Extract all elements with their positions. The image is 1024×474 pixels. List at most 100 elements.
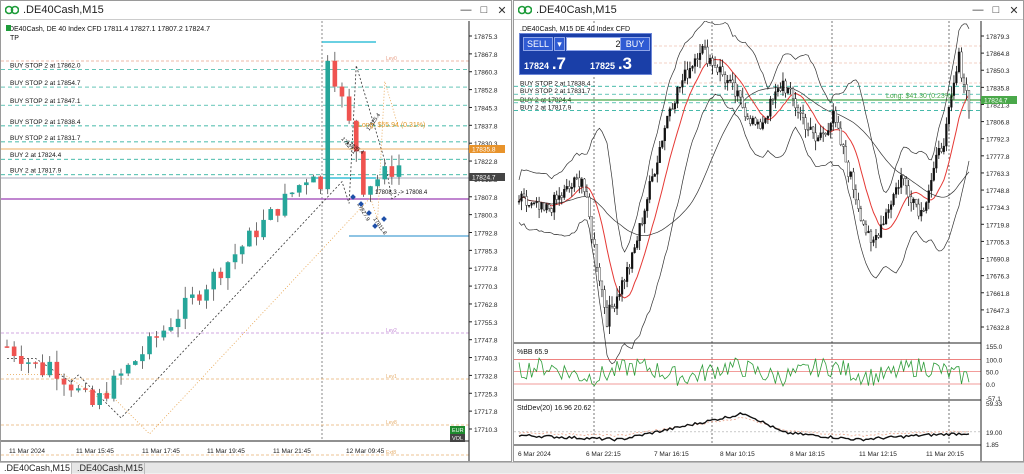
order-label: BUY STOP 2 at 17838.4	[10, 119, 81, 126]
bear-candle	[771, 98, 775, 101]
bull-candle	[952, 82, 956, 96]
bear-candle	[703, 45, 707, 48]
bull-candle	[849, 171, 852, 177]
bull-candle	[636, 240, 639, 248]
bear-candle	[862, 220, 865, 225]
bull-candle	[912, 198, 915, 204]
bear-candle	[605, 307, 609, 327]
bear-candle	[623, 280, 626, 282]
vol-badge[interactable]	[450, 434, 465, 442]
tab-chart-1[interactable]: .DE40Cash,M15	[0, 463, 72, 474]
bull-candle	[751, 117, 754, 125]
bull-candle	[396, 165, 402, 177]
bear-candle	[600, 280, 604, 290]
bull-candle	[897, 187, 900, 189]
left-chart-area[interactable]: BUY STOP 2 at 17862.0 BUY STOP 2 at 17854…	[1, 21, 511, 461]
left-titlebar[interactable]: .DE40Cash,M15 — □ ✕	[1, 1, 511, 20]
left-long-label: Long: $55.94 (0.31%)	[358, 122, 425, 129]
price-tick-label: 17806.8	[986, 120, 1010, 127]
bear-candle	[538, 201, 541, 210]
time-tick-label: 11 Mar 21:45	[273, 448, 311, 455]
price-tick-label: 17850.3	[986, 68, 1010, 75]
price-tick-label: 17734.3	[986, 205, 1010, 212]
bear-candle	[578, 177, 581, 187]
price-tick-label: 17879.3	[986, 34, 1010, 41]
bear-candle	[734, 82, 737, 97]
sell-button[interactable]: SELL	[523, 37, 553, 51]
bull-candle	[945, 123, 948, 147]
bear-candle	[859, 208, 862, 221]
price-tick-label: 17770.3	[474, 284, 498, 291]
bear-candle	[346, 96, 352, 121]
bull-candle	[761, 122, 764, 129]
time-tick-label: 8 Mar 18:15	[790, 451, 825, 458]
right-chart-area[interactable]: BUY STOP 2 at 17838.4 BUY STOP 2 at 17831…	[514, 20, 1023, 461]
bear-candle	[799, 112, 802, 114]
bear-candle	[361, 151, 366, 195]
bear-candle	[389, 166, 395, 177]
close-icon[interactable]: ✕	[1009, 4, 1019, 17]
bull-candle	[887, 209, 890, 213]
bull-candle	[736, 90, 739, 97]
price-tick-label: 17792.8	[474, 231, 498, 238]
level-label: Lev0	[386, 56, 397, 62]
right-titlebar[interactable]: .DE40Cash,M15 — □ ✕	[514, 1, 1023, 20]
minimize-icon[interactable]: —	[460, 4, 472, 16]
eur-badge[interactable]	[450, 426, 465, 434]
bull-candle	[239, 246, 245, 255]
price-tick-label: 17785.3	[474, 248, 498, 255]
bear-candle	[548, 204, 551, 209]
close-icon[interactable]: ✕	[497, 4, 507, 17]
bear-candle	[583, 178, 586, 192]
chart-window-icon	[5, 5, 19, 15]
bear-candle	[804, 117, 807, 130]
maximize-icon[interactable]: □	[992, 4, 1000, 16]
bear-candle	[197, 294, 202, 301]
one-click-trading-panel[interactable]: SELL ▾ 2.00 BUY 17824 .7 17825 .3	[519, 33, 652, 75]
bull-candle	[620, 280, 624, 295]
left-window-title: .DE40Cash,M15	[23, 4, 104, 16]
volume-down-button[interactable]: ▾	[554, 37, 565, 51]
bull-candle	[756, 121, 759, 125]
left-chart-window[interactable]: .DE40Cash,M15 — □ ✕ BUY STOP 2 at 17862.…	[0, 0, 512, 462]
bear-candle	[834, 110, 837, 123]
bull-candle	[517, 200, 521, 203]
bear-candle	[83, 388, 88, 390]
pctbb-tick-label: -57.1	[986, 396, 1001, 403]
bear-candle	[864, 223, 868, 234]
bull-candle	[889, 204, 893, 210]
bull-candle	[879, 224, 883, 238]
bull-candle	[688, 68, 692, 79]
bear-candle	[837, 122, 840, 129]
bull-candle	[311, 176, 316, 183]
left-chart-canvas[interactable]: BUY STOP 2 at 17862.0 BUY STOP 2 at 17854…	[1, 21, 511, 461]
bull-candle	[729, 79, 732, 82]
bear-candle	[759, 121, 762, 129]
minimize-icon[interactable]: —	[972, 4, 984, 16]
bull-candle	[817, 137, 820, 142]
bull-candle	[375, 179, 380, 187]
current-price-tag-label: 17824.7	[984, 98, 1008, 105]
tab-chart-2[interactable]: .DE40Cash,M15	[73, 463, 145, 474]
chart-tabs-bar: .DE40Cash,M15 .DE40Cash,M15	[0, 462, 1024, 474]
buy-button[interactable]: BUY	[620, 37, 650, 51]
bid-price-main: 17824	[524, 61, 550, 71]
bear-candle	[40, 362, 45, 376]
trade-marker	[381, 216, 387, 222]
bull-candle	[618, 294, 621, 297]
bear-candle	[525, 196, 528, 206]
bull-candle	[530, 202, 533, 206]
bull-candle	[693, 58, 697, 67]
right-chart-window[interactable]: .DE40Cash,M15 — □ ✕ BUY STOP 2 at 17838.…	[513, 0, 1024, 462]
bear-candle	[965, 84, 968, 91]
eur-badge-label: EUR	[452, 428, 464, 434]
bull-candle	[211, 271, 216, 290]
bull-candle	[927, 190, 930, 203]
bear-candle	[822, 132, 825, 135]
time-tick-label: 12 Mar 09:45	[346, 448, 385, 455]
bid-price[interactable]: 17824 .7	[524, 54, 566, 73]
ask-price[interactable]: 17825 .3	[590, 54, 632, 73]
maximize-icon[interactable]: □	[480, 4, 488, 16]
bear-candle	[598, 267, 601, 282]
